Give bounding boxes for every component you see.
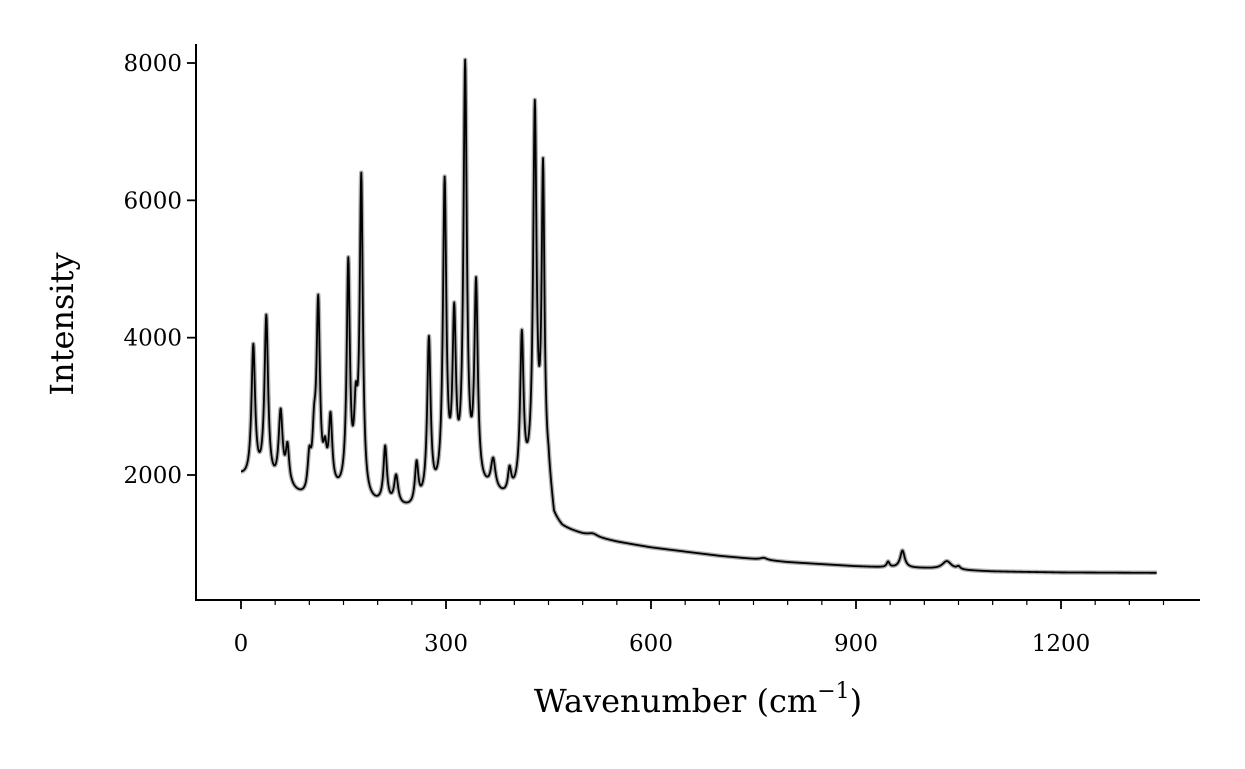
x-tick-label: 300 (424, 631, 468, 657)
y-tick-label: 2000 (123, 463, 182, 489)
plot-area (239, 57, 1159, 576)
x-axis-title-close: ) (850, 682, 862, 720)
y-tick-label: 4000 (123, 326, 182, 352)
spectrum-line (240, 58, 1158, 574)
y-axis-title: Intensity (43, 252, 81, 395)
y-tick-label: 8000 (123, 51, 182, 77)
x-axis-title-superscript: −1 (817, 679, 849, 704)
x-axis-title-text: Wavenumber (cm (534, 682, 817, 720)
x-tick-label: 0 (234, 631, 249, 657)
x-tick-label: 1200 (1032, 631, 1091, 657)
x-tick-label: 600 (629, 631, 673, 657)
x-axis-title: Wavenumber (cm−1) (534, 679, 862, 720)
x-axis-ticks: 0 300 600 900 1200 (234, 600, 1165, 657)
y-tick-label: 6000 (123, 188, 182, 214)
x-tick-label: 900 (834, 631, 878, 657)
y-axis-ticks: 2000 4000 6000 8000 (123, 51, 196, 489)
